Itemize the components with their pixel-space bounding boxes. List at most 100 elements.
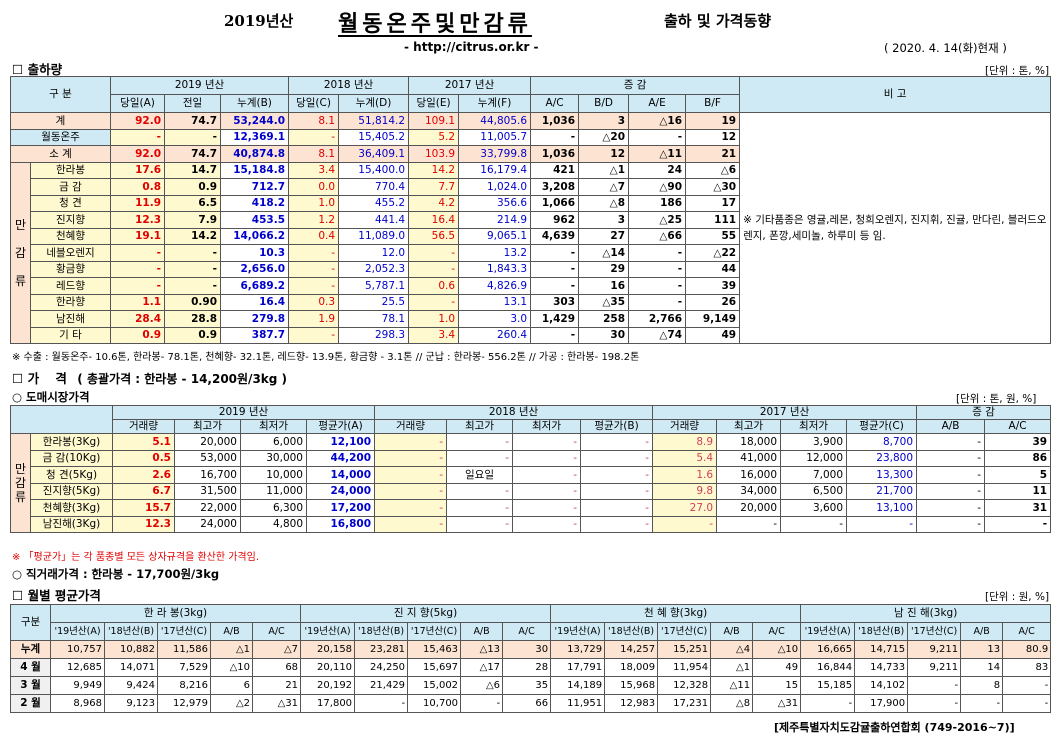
monthly-cell: - [907,676,962,695]
section-shipment-title: ☐ 출하량 [12,62,63,77]
subheader-cell: '17년산(C) [157,622,211,641]
price-cell: - [916,466,986,484]
monthly-cell: 15,697 [407,658,462,677]
monthly-cell: △4 [710,640,754,659]
value-cell: 8.1 [288,112,340,130]
monthly-cell: 15,002 [407,676,462,695]
row-name: 네블오렌지 [29,244,112,262]
value-cell: 11,089.0 [338,227,410,245]
subheader-cell: 평균가(B) [580,419,654,434]
price-cell: 44,200 [305,449,376,467]
monthly-cell: 14,733 [854,658,909,677]
value-cell: 16,179.4 [458,161,532,179]
subheader-cell: 당일(A) [110,94,166,113]
header-remarks: 비 고 [739,76,1052,113]
price-cell: - [580,433,654,451]
value-cell: 1,024.0 [458,178,532,196]
price-cell: - [916,515,986,533]
monthly-cell: △8 [710,694,754,713]
value-cell: △66 [628,227,687,245]
monthly-cell: 8,216 [157,676,211,695]
monthly-cell: - [354,694,409,713]
wholesale-row: 청 견(5Kg) 2.6 16,700 10,000 14,000- 일요일 - -1.6 16… [11,466,1052,484]
value-cell: 0.8 [110,178,166,196]
subheader-cell: A/C [251,622,302,641]
monthly-cell: 14,189 [550,676,606,695]
price-cell: 14,000 [305,466,376,484]
remarks-cell: ※ 기타품종은 영귤,레몬, 청희오렌지, 진지휘, 진귤, 만다린, 블러드오… [739,112,1052,344]
value-cell: 0.9 [164,326,222,344]
value-cell: △16 [628,112,687,130]
price-cell: 12,100 [305,433,376,451]
value-cell: - [110,244,166,262]
value-cell: 33,799.8 [458,145,532,163]
value-cell: 17.6 [110,161,166,179]
product-group-header: 남 진 해(3kg) [800,604,1052,623]
value-cell: 12.3 [110,211,166,229]
subheader-cell: 거래량 [112,419,175,434]
subheader-cell: A/B [916,419,986,434]
wholesale-row: 진지향(5Kg) 6.7 31,500 11,000 24,000- - - -9.8 34,0… [11,482,1052,500]
shipment-table: 구 분 2019 년산 2018 년산 2017 년산 증 감 비 고 당일(A… [9,76,1052,344]
monthly-cell: 80.9 [1002,640,1052,659]
header-2019: 2019 년산 [110,76,290,95]
monthly-cell: △7 [251,640,302,659]
subheader-cell: A/B [960,622,1004,641]
price-cell: 86 [984,449,1052,467]
monthly-cell: 12,685 [50,658,105,677]
row-name: 남진해 [29,310,112,328]
shipment-row: 청 견 11.9 6.5 418.2 1.0 455.2 4.2 356.6 1,066 △8 18… [11,194,1051,212]
monthly-cell: △6 [460,676,504,695]
month-label: 3 월 [10,676,51,695]
price-cell: 5 [984,466,1052,484]
value-cell: - [530,128,580,146]
header-blank [10,405,113,434]
row-name: 한라봉 [29,161,112,179]
value-cell: 44 [685,260,741,278]
header-2017: 2017 년산 [408,76,532,95]
price-cell: 7,000 [780,466,848,484]
monthly-cell: 8,968 [50,694,105,713]
value-cell: 770.4 [338,178,410,196]
wholesale-row: 금 감(10Kg) 0.5 53,000 30,000 44,200- - - -5.4 41,… [11,449,1052,467]
subheader-cell: '19년산(A) [550,622,606,641]
value-cell: 19.1 [110,227,166,245]
monthly-cell: 12,979 [157,694,211,713]
monthly-cell: 15,251 [657,640,712,659]
value-cell: 186 [628,194,687,212]
monthly-cell: 68 [251,658,302,677]
value-cell: 24 [628,161,687,179]
value-cell: 1,036 [530,112,580,130]
value-cell: 421 [530,161,580,179]
site-url[interactable]: - http://citrus.or.kr - [404,40,539,54]
row-name: 천혜향 [29,227,112,245]
value-cell: 13.1 [458,293,532,311]
row-name: 청 견 [29,194,112,212]
value-cell: 21 [685,145,741,163]
monthly-cell: △11 [710,676,754,695]
value-cell: - [110,277,166,295]
price-cell: - [374,466,448,484]
price-cell: - [780,515,848,533]
price-cell: 12.3 [112,515,175,533]
price-cell: 39 [984,433,1052,451]
value-cell: 1.0 [288,194,340,212]
header-gubun: 구분 [10,604,51,641]
shipment-row: 기 타 0.9 0.9 387.7-298.3 3.4 260.4-30 △74 49 [11,326,1051,344]
subheader-cell: '18년산(B) [604,622,659,641]
value-cell: 40,874.8 [220,145,290,163]
row-name: 기 타 [29,326,112,344]
value-cell: 25.5 [338,293,410,311]
value-cell: 0.3 [288,293,340,311]
monthly-cell: 9,424 [104,676,158,695]
subheader-cell: A/B [710,622,754,641]
monthly-cell: 30 [502,640,552,659]
footer-source: [제주특별자치도감귤출하연합회 (749-2016~7)] [774,721,1015,734]
subheader-cell: '17년산(C) [907,622,962,641]
value-cell: 12.0 [338,244,410,262]
wholesale-row: 만 감 류 한라봉(3Kg) 5.1 20,000 6,000 12,100- - - -8.9 18… [10,433,1052,533]
price-cell: 6.7 [112,482,175,500]
monthly-cell: 14,102 [854,676,909,695]
value-cell: 9,149 [685,310,741,328]
monthly-cell: 13 [960,640,1004,659]
